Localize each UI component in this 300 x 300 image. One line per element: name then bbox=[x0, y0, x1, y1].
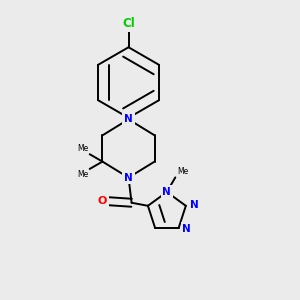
Text: N: N bbox=[124, 114, 133, 124]
Text: N: N bbox=[190, 200, 198, 210]
Text: Cl: Cl bbox=[122, 17, 135, 30]
Text: Me: Me bbox=[77, 170, 88, 179]
Text: O: O bbox=[98, 196, 107, 206]
Text: N: N bbox=[182, 224, 191, 234]
Text: N: N bbox=[124, 172, 133, 183]
Text: Me: Me bbox=[177, 167, 188, 176]
Text: N: N bbox=[163, 187, 171, 197]
Text: Me: Me bbox=[77, 144, 88, 153]
